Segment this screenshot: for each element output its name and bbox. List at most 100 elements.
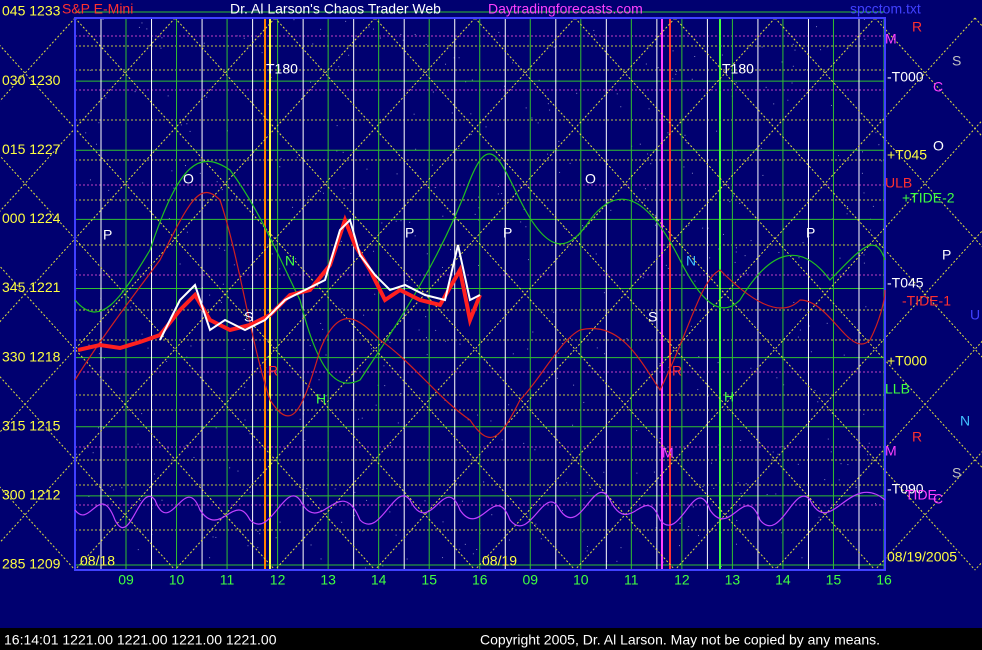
star-dot <box>98 353 100 355</box>
star-dot <box>413 113 415 115</box>
star-dot <box>137 549 139 551</box>
diagonal <box>0 376 176 571</box>
star-dot <box>686 142 688 144</box>
right-label: +TIDE-2 <box>902 190 955 206</box>
diagonal <box>74 17 576 571</box>
quote: 16:14:01 1221.00 1221.00 1221.00 1221.00 <box>4 632 277 648</box>
star-dot <box>773 103 775 105</box>
star-dot <box>804 69 806 71</box>
star-dot <box>451 112 453 114</box>
copyright: Copyright 2005, Dr. Al Larson. May not b… <box>480 632 880 648</box>
star-dot <box>639 143 641 145</box>
star-dot <box>586 545 588 547</box>
star-dot <box>736 519 738 521</box>
star-dot <box>406 279 408 281</box>
star-dot <box>537 122 539 124</box>
star-dot <box>771 118 773 120</box>
star-dot <box>141 22 143 24</box>
star-dot <box>826 401 828 403</box>
star-dot <box>541 459 543 461</box>
star-dot <box>467 419 469 421</box>
star-dot <box>827 438 829 440</box>
star-dot <box>818 516 820 518</box>
star-dot <box>787 99 789 101</box>
chart-label: R <box>268 363 278 379</box>
star-dot <box>538 79 540 81</box>
star-dot <box>130 306 132 308</box>
star-dot <box>547 103 549 105</box>
star-dot <box>139 500 141 502</box>
star-dot <box>558 352 560 354</box>
star-dot <box>364 567 366 569</box>
star-dot <box>237 470 239 472</box>
star-dot <box>243 348 245 350</box>
star-dot <box>872 205 874 207</box>
star-dot <box>762 174 764 176</box>
star-dot <box>141 413 143 415</box>
star-dot <box>168 217 170 219</box>
star-dot <box>793 301 795 303</box>
right-label: R <box>912 19 922 35</box>
star-dot <box>229 467 231 469</box>
star-dot <box>189 130 191 132</box>
star-dot <box>288 223 290 225</box>
star-dot <box>461 500 463 502</box>
star-dot <box>750 367 752 369</box>
star-dot <box>275 537 277 539</box>
star-dot <box>720 45 722 47</box>
title: Dr. Al Larson's Chaos Trader Web <box>230 1 441 17</box>
star-dot <box>586 491 588 493</box>
star-dot <box>798 257 800 259</box>
x-label: 12 <box>674 572 690 588</box>
star-dot <box>583 401 585 403</box>
chart-label: H <box>724 389 734 405</box>
star-dot <box>495 157 497 159</box>
right-label: -TIDE-1 <box>902 293 951 309</box>
star-dot <box>781 61 783 63</box>
star-dot <box>626 338 628 340</box>
star-dot <box>319 191 321 193</box>
star-dot <box>810 351 812 353</box>
star-dot <box>792 43 794 45</box>
star-dot <box>778 251 780 253</box>
star-dot <box>512 62 514 64</box>
star-dot <box>881 21 883 23</box>
star-dot <box>338 66 340 68</box>
diagonal <box>274 17 776 571</box>
star-dot <box>799 329 801 331</box>
star-dot <box>862 151 864 153</box>
star-dot <box>694 280 696 282</box>
star-dot <box>353 515 355 517</box>
star-dot <box>478 207 480 209</box>
star-dot <box>683 166 685 168</box>
star-dot <box>206 96 208 98</box>
star-dot <box>336 150 338 152</box>
star-dot <box>564 227 566 229</box>
star-dot <box>527 259 529 261</box>
star-dot <box>660 300 662 302</box>
x-label: 10 <box>573 572 589 588</box>
star-dot <box>402 39 404 41</box>
star-dot <box>450 249 452 251</box>
star-dot <box>665 447 667 449</box>
chart-label: N <box>285 253 295 269</box>
star-dot <box>766 494 768 496</box>
star-dot <box>120 200 122 202</box>
star-dot <box>142 182 144 184</box>
star-dot <box>690 325 692 327</box>
star-dot <box>424 500 426 502</box>
star-dot <box>776 377 778 379</box>
star-dot <box>586 550 588 552</box>
star-dot <box>729 201 731 203</box>
star-dot <box>341 521 343 523</box>
star-dot <box>501 193 503 195</box>
star-dot <box>378 232 380 234</box>
chart-label: P <box>503 225 512 241</box>
star-dot <box>765 86 767 88</box>
star-dot <box>366 499 368 501</box>
star-dot <box>185 444 187 446</box>
star-dot <box>735 251 737 253</box>
price-label: 330 1218 <box>2 348 61 364</box>
star-dot <box>553 311 555 313</box>
star-dot <box>556 377 558 379</box>
